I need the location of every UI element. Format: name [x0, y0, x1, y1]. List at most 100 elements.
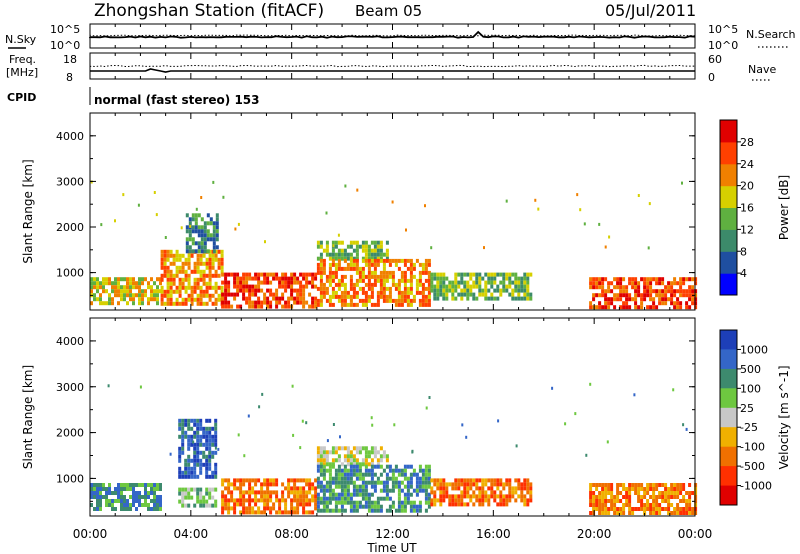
- echo-cell: [212, 225, 216, 230]
- colorbar-tick-label: 16: [740, 202, 754, 215]
- echo-cell: [409, 476, 413, 481]
- echo-point: [633, 393, 636, 397]
- echo-cell: [272, 502, 276, 507]
- echo-cell: [331, 508, 335, 513]
- echo-cell: [520, 288, 524, 293]
- echo-cell: [484, 498, 488, 503]
- echo-point: [195, 207, 198, 211]
- echo-cell: [141, 483, 144, 487]
- echo-cell: [655, 305, 659, 310]
- echo-cell: [445, 284, 449, 289]
- echo-cell: [290, 284, 294, 289]
- echo-cell: [349, 298, 353, 303]
- echo-cell: [208, 418, 212, 423]
- echo-cell: [346, 450, 350, 455]
- echo-cell: [505, 478, 509, 483]
- echo-cell: [400, 258, 404, 263]
- echo-cell: [355, 278, 359, 283]
- echo-cell: [316, 492, 320, 497]
- echo-cell: [193, 418, 197, 423]
- echo-cell: [484, 494, 488, 499]
- echo-cell: [631, 277, 635, 282]
- echo-cell: [166, 277, 170, 282]
- echo-cell: [181, 495, 185, 500]
- echo-cell: [388, 262, 392, 267]
- echo-cell: [688, 495, 692, 499]
- echo-cell: [302, 478, 306, 483]
- echo-cell: [211, 293, 215, 298]
- echo-cell: [649, 277, 653, 282]
- echo-cell: [460, 490, 464, 495]
- echo-cell: [196, 285, 200, 290]
- echo-cell: [208, 293, 212, 298]
- echo-cell: [194, 217, 198, 222]
- echo-cell: [517, 486, 521, 491]
- echo-cell: [379, 472, 383, 477]
- echo-cell: [469, 486, 473, 491]
- echo-cell: [511, 280, 515, 285]
- echo-cell: [526, 498, 530, 503]
- echo-cell: [685, 305, 689, 310]
- echo-cell: [430, 280, 434, 285]
- echo-cell: [193, 450, 197, 455]
- echo-cell: [214, 430, 218, 435]
- echo-cell: [224, 296, 228, 301]
- echo-cell: [373, 282, 377, 287]
- echo-cell: [233, 272, 237, 277]
- y-tick-label: 3000: [56, 175, 84, 188]
- echo-cell: [108, 293, 111, 298]
- echo-cell: [325, 240, 329, 245]
- echo-cell: [361, 480, 365, 485]
- echo-cell: [424, 476, 428, 481]
- echo-cell: [221, 502, 225, 507]
- echo-cell: [355, 282, 359, 287]
- echo-cell: [364, 302, 368, 307]
- echo-cell: [385, 464, 389, 469]
- echo-cell: [364, 298, 368, 303]
- echo-cell: [436, 478, 440, 483]
- echo-cell: [385, 298, 389, 303]
- colorbar-swatch: [720, 485, 737, 506]
- echo-cell: [343, 496, 347, 501]
- echo-cell: [601, 277, 605, 282]
- echo-cell: [199, 285, 203, 290]
- echo-cell: [328, 476, 332, 481]
- echo-cell: [601, 499, 605, 503]
- echo-cell: [202, 434, 206, 439]
- echo-cell: [409, 266, 413, 271]
- echo-cell: [397, 468, 401, 473]
- echo-cell: [592, 503, 596, 507]
- echo-cell: [215, 233, 219, 238]
- echo-cell: [454, 288, 458, 293]
- echo-cell: [487, 288, 491, 293]
- echo-cell: [484, 296, 488, 301]
- echo-cell: [245, 490, 249, 495]
- echo-cell: [334, 496, 338, 501]
- echo-cell: [442, 490, 446, 495]
- echo-cell: [397, 496, 401, 501]
- echo-cell: [331, 462, 335, 467]
- echo-cell: [193, 281, 197, 286]
- echo-cell: [245, 272, 249, 277]
- echo-cell: [178, 499, 182, 504]
- echo-cell: [199, 269, 203, 274]
- echo-cell: [319, 458, 323, 463]
- echo-cell: [418, 500, 422, 505]
- echo-cell: [343, 508, 347, 513]
- echo-cell: [199, 257, 203, 262]
- echo-cell: [622, 289, 626, 294]
- echo-cell: [296, 288, 300, 293]
- echo-cell: [120, 503, 123, 507]
- echo-cell: [169, 285, 173, 290]
- echo-cell: [214, 257, 218, 262]
- echo-cell: [260, 486, 264, 491]
- echo-cell: [272, 276, 276, 281]
- echo-cell: [334, 262, 338, 267]
- echo-cell: [284, 300, 288, 305]
- echo-cell: [120, 293, 123, 298]
- echo-cell: [248, 510, 252, 515]
- echo-cell: [328, 462, 332, 467]
- echo-cell: [254, 304, 258, 309]
- echo-cell: [415, 472, 419, 477]
